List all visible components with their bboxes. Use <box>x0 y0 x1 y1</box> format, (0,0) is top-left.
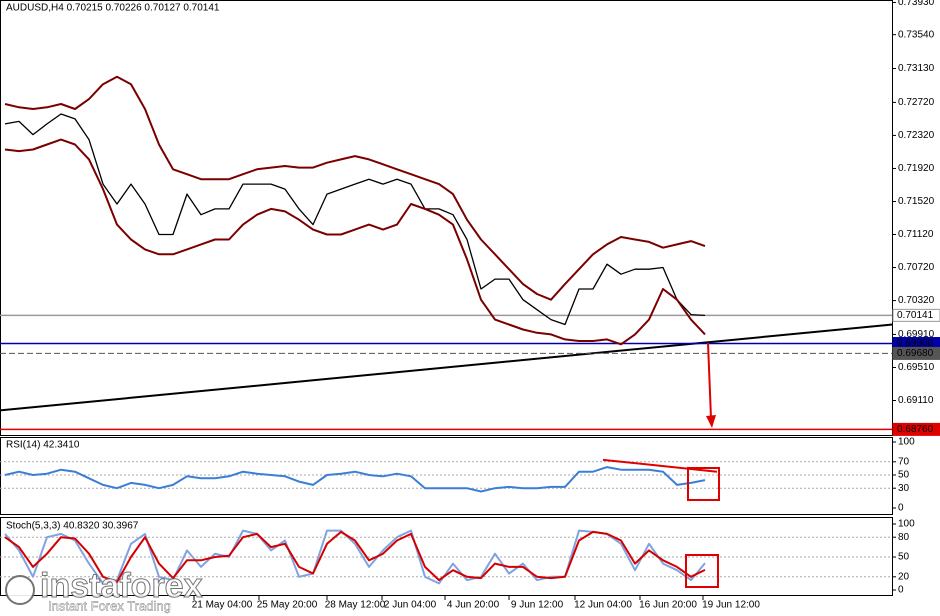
x-tick-label: 21 May 04:00 <box>192 600 253 611</box>
y-tick-label: 50 <box>898 470 910 481</box>
y-tick-label: 0.69510 <box>898 362 935 373</box>
level-label: 0.70141 <box>897 310 934 321</box>
y-tick-label: 20 <box>898 571 910 582</box>
y-tick-label: 30 <box>898 483 910 494</box>
series-line <box>4 138 706 346</box>
watermark-brand: instaforex <box>40 567 203 605</box>
panel-title: RSI(14) 42.3410 <box>6 440 80 451</box>
panel-title: Stoch(5,3,3) 40.8320 30.3967 <box>6 521 139 532</box>
y-tick-label: 70 <box>898 456 910 467</box>
watermark: instaforex Instant Forex Trading <box>5 566 203 614</box>
watermark-slogan: Instant Forex Trading <box>48 598 171 613</box>
series-line <box>4 75 706 301</box>
y-tick-label: 80 <box>898 532 910 543</box>
y-tick-label: 100 <box>898 437 915 448</box>
level-label-bg <box>892 308 940 322</box>
arrow-head <box>706 415 716 428</box>
x-tick-label: 9 Jun 12:00 <box>511 600 564 611</box>
y-tick-label: 100 <box>898 519 915 530</box>
y-tick-label: 0.71120 <box>898 229 934 240</box>
y-tick-label: 0.71920 <box>898 163 935 174</box>
y-tick-label: 0.73130 <box>898 63 935 74</box>
x-tick-label: 16 Jun 20:00 <box>639 600 697 611</box>
y-tick-label: 0 <box>898 503 904 514</box>
y-tick-label: 0.72320 <box>898 130 935 141</box>
trendline <box>0 323 893 412</box>
x-tick-label: 19 Jun 12:00 <box>702 600 760 611</box>
y-tick-label: 0.69910 <box>898 329 935 340</box>
series-line <box>4 530 706 584</box>
x-tick-label: 25 May 20:00 <box>257 600 318 611</box>
x-tick-label: 2 Jun 04:00 <box>384 600 437 611</box>
series-line <box>4 466 706 493</box>
level-label-bg <box>892 422 940 436</box>
y-tick-label: 0.72720 <box>898 97 935 108</box>
y-tick-label: 50 <box>898 552 910 563</box>
level-label: 0.68760 <box>897 424 934 435</box>
x-tick-label: 28 May 12:00 <box>325 600 386 611</box>
y-tick-label: 0 <box>898 585 904 596</box>
chart-title: AUDUSD,H4 0.70215 0.70226 0.70127 0.7014… <box>6 3 220 14</box>
level-label: 0.69800 <box>897 338 934 349</box>
y-tick-label: 0.69110 <box>898 395 934 406</box>
y-tick-label: 0.70320 <box>898 295 935 306</box>
highlight-box <box>687 467 720 501</box>
x-tick-label: 4 Jun 20:00 <box>447 600 500 611</box>
highlight-box <box>685 554 719 588</box>
logo <box>5 575 35 605</box>
series-line <box>4 529 706 585</box>
main-panel <box>0 0 893 436</box>
y-tick-label: 0.73540 <box>898 29 935 40</box>
arrow <box>707 342 712 419</box>
y-tick-label: 0.73930 <box>898 0 935 8</box>
rsi-panel <box>0 437 893 515</box>
trendline <box>602 458 718 473</box>
x-tick-label: 12 Jun 04:00 <box>574 600 632 611</box>
series-line <box>4 113 706 326</box>
y-tick-label: 0.71520 <box>898 196 935 207</box>
level-label-bg <box>892 346 940 360</box>
level-label: 0.69680 <box>897 348 934 359</box>
y-tick-label: 0.70720 <box>898 262 935 273</box>
